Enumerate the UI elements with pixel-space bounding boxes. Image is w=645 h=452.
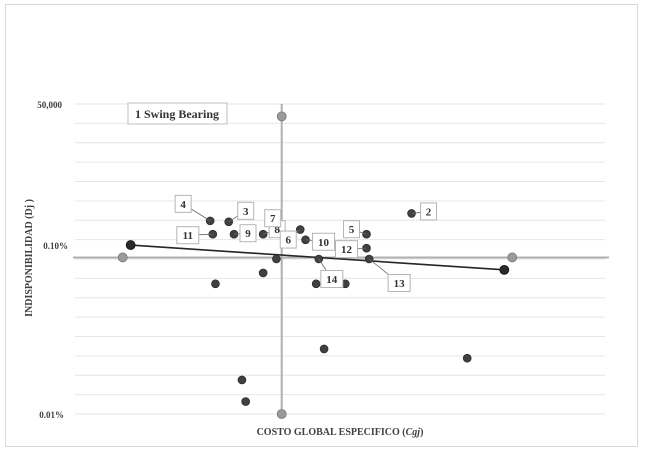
callout-label: 11 [183,230,193,242]
callout: 10 [305,232,336,251]
callout-label: 5 [349,224,355,236]
callout-label: 12 [341,244,353,256]
callout: 12 [335,240,367,259]
reference-marker [276,409,287,419]
callout-label: 7 [270,213,276,225]
callout-box [387,274,411,292]
callout-label: 13 [394,278,406,290]
callout: 4 [174,194,211,222]
callout-box [239,224,257,243]
data-point [319,344,329,354]
callout: 11 [176,226,213,245]
callout: 9 [233,224,257,243]
y-axis-title: INDISPONIBILIDAD (Dj ) [24,199,35,317]
callout: 5 [343,220,367,239]
trend-endpoint-marker [499,264,510,275]
x-axis-title-end: ) [420,427,423,438]
callout-label: 4 [180,199,186,211]
reference-marker [507,252,518,263]
x-axis-title-start: COSTO GLOBAL ESPECIFICO ( [257,427,407,438]
data-point [211,279,220,289]
callout-label: 2 [426,206,432,218]
callout: 3 [228,201,255,223]
callout-label: 3 [243,206,249,218]
trend-endpoint-marker [125,240,136,250]
callout: 13 [368,258,411,292]
data-point [258,268,268,278]
callout-box [312,232,336,251]
callout-label: 14 [326,274,338,286]
legend-label: 1 Swing Bearing [135,107,219,121]
callout-box [237,201,255,220]
callout-label: 9 [245,228,251,240]
data-point [237,375,247,385]
point-callouts: 4 3 11 9 876 10 5 12 2 14 13 [174,194,438,292]
callout-label: 10 [318,237,330,249]
callout-box [420,202,438,221]
y-tick-label-bottom: 0.01% [39,410,64,420]
x-axis-title-var: Cgj [406,427,421,438]
data-point [462,353,472,363]
callout-box [174,194,192,213]
data-point [241,397,250,406]
callout: 2 [411,202,438,221]
callout-box [343,220,360,239]
data-point [272,254,281,264]
legend-box: 1 Swing Bearing [127,102,228,125]
x-axis-title: COSTO GLOBAL ESPECIFICO (Cgj) [257,427,424,438]
callout-label: 8 [274,224,280,236]
callout-box [264,209,282,228]
callout-box [320,270,344,288]
callout: 14 [318,258,344,288]
callout-box [279,230,297,249]
callout: 6 [279,229,301,249]
y-tick-label-top: 50,000 [37,100,62,110]
chart-frame [5,4,638,447]
callout: 7 [264,209,283,235]
reference-lines [73,104,609,419]
callout-label: 6 [286,235,292,247]
reference-marker [276,111,287,122]
y-tick-label-mid: 0.10% [43,241,68,251]
callout-box [335,240,358,259]
callout-box [176,226,200,245]
data-point [311,279,321,289]
reference-marker [117,252,128,263]
